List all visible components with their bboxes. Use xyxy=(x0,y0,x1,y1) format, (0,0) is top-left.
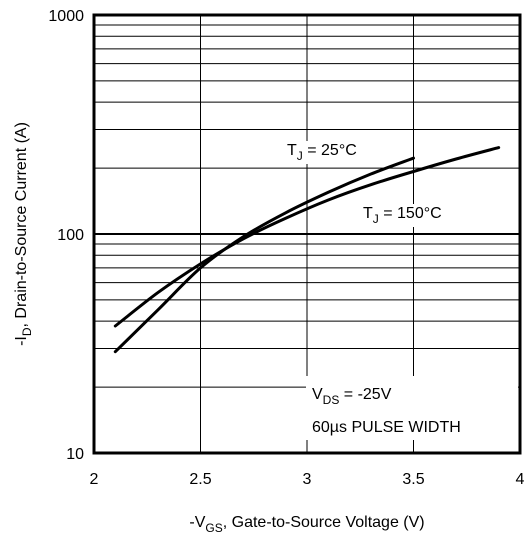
series-label-tj-150c: TJ = 150°C xyxy=(361,204,444,227)
x-tick-label: 3.5 xyxy=(402,471,424,488)
series-label-tj-25c-background xyxy=(285,141,359,164)
x-tick-label: 4 xyxy=(516,471,525,488)
test-conditions-background xyxy=(306,376,518,440)
x-axis-label-suffix: , Gate-to-Source Voltage (V) xyxy=(223,514,425,531)
grid-lines xyxy=(94,15,520,453)
tj-150c-suffix: = 150°C xyxy=(379,205,442,222)
y-axis-label: -ID, Drain-to-Source Current (A) xyxy=(13,122,34,346)
x-axis-label-subscript: GS xyxy=(205,521,222,535)
series-label-tj-150c-text: TJ = 150°C xyxy=(363,205,442,226)
vds-subscript: DS xyxy=(323,393,340,407)
x-tick-labels: 2 2.5 3 3.5 4 xyxy=(90,471,525,488)
tj-25c-subscript: J xyxy=(297,149,303,163)
x-tick-label: 2.5 xyxy=(189,471,211,488)
x-axis-label: -VGS, Gate-to-Source Voltage (V) xyxy=(189,514,424,535)
tj-150c-prefix: T xyxy=(363,205,373,222)
series-line-1 xyxy=(113,146,501,328)
vds-suffix: = -25V xyxy=(339,386,391,403)
y-axis-label-suffix: , Drain-to-Source Current (A) xyxy=(13,122,30,327)
series-line-0 xyxy=(113,156,415,354)
series-layer xyxy=(113,146,501,354)
y-tick-labels: 10 100 1000 xyxy=(48,8,84,463)
y-axis-label-subscript: D xyxy=(20,327,34,336)
y-tick-label: 10 xyxy=(66,446,84,463)
y-tick-label: 1000 xyxy=(48,8,84,25)
tj-150c-subscript: J xyxy=(373,212,379,226)
series-label-tj-25c: TJ = 25°C xyxy=(285,141,359,164)
pulse-width-label: 60µs PULSE WIDTH xyxy=(312,419,461,436)
y-tick-label: 100 xyxy=(57,227,84,244)
plot-frame xyxy=(92,13,522,455)
series-label-tj-150c-background xyxy=(361,204,444,227)
tj-25c-prefix: T xyxy=(287,142,297,159)
tj-25c-suffix: = 25°C xyxy=(303,142,357,159)
x-tick-label: 2 xyxy=(90,471,99,488)
test-conditions-box: VDS = -25V 60µs PULSE WIDTH xyxy=(306,376,518,440)
x-tick-label: 3 xyxy=(303,471,312,488)
x-axis-label-prefix: -V xyxy=(189,514,205,531)
series-label-tj-25c-text: TJ = 25°C xyxy=(287,142,357,163)
vds-condition-label: VDS = -25V xyxy=(312,386,392,407)
y-axis-label-prefix: -I xyxy=(13,336,30,346)
vds-prefix: V xyxy=(312,386,323,403)
